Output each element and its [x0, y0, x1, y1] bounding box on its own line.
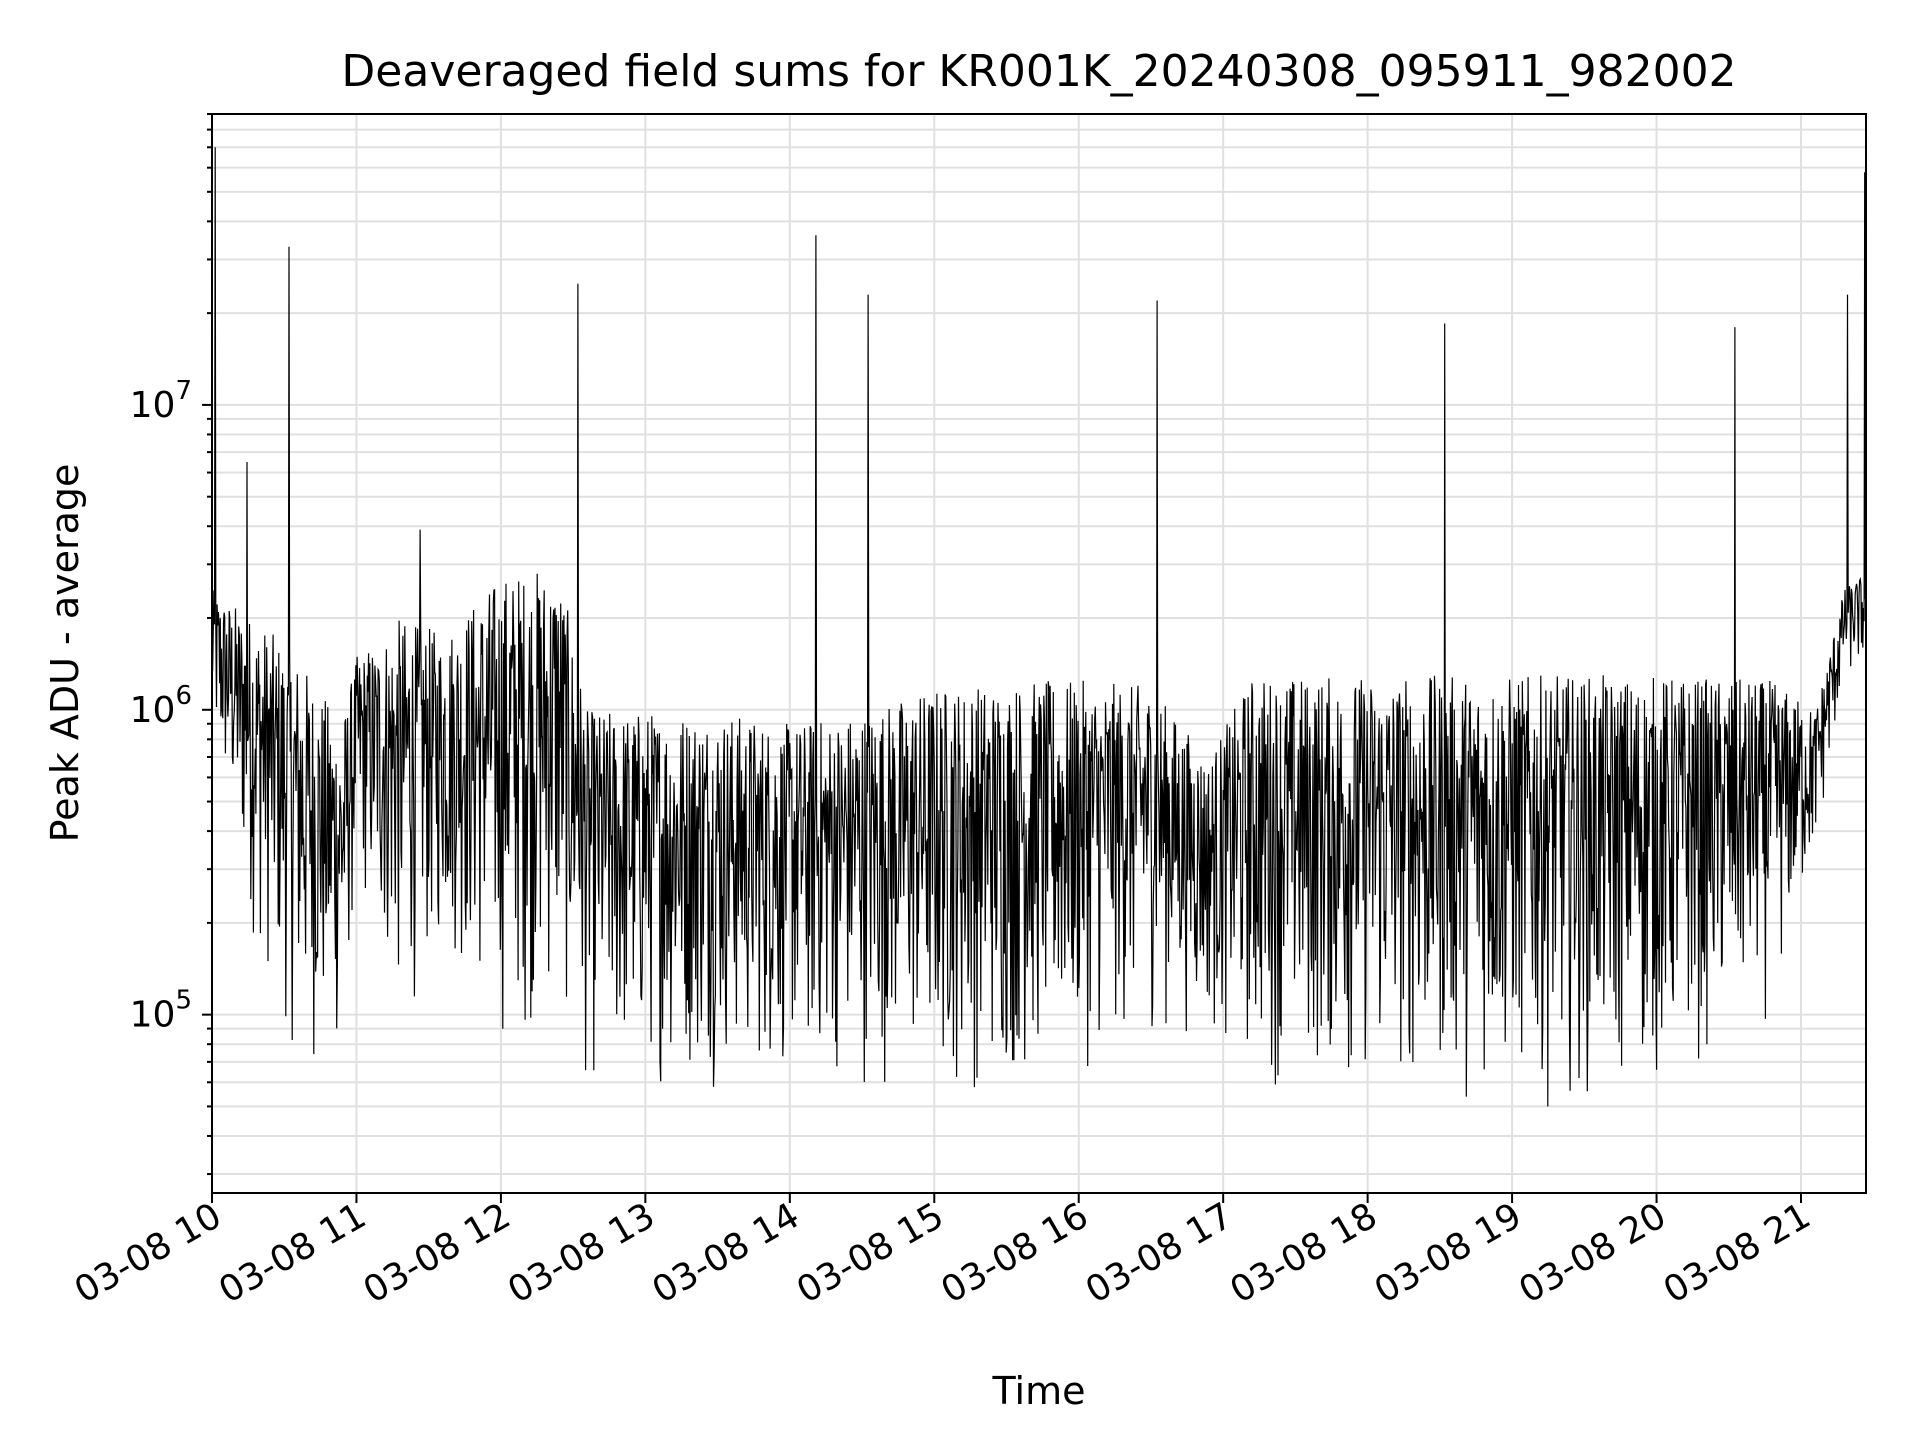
- x-axis-label: Time: [992, 1369, 1086, 1413]
- y-tick-label: 107: [130, 376, 192, 426]
- y-tick-label: 105: [130, 986, 192, 1036]
- y-axis-label: Peak ADU - average: [43, 464, 87, 843]
- y-tick-label: 106: [130, 681, 192, 731]
- y-ticks: 105 106 107: [130, 113, 212, 1176]
- series-line: [211, 147, 1867, 1107]
- plot-frame: [211, 113, 1867, 1194]
- series: [211, 147, 1867, 1107]
- chart-title: Deaveraged field sums for KR001K_2024030…: [341, 46, 1736, 97]
